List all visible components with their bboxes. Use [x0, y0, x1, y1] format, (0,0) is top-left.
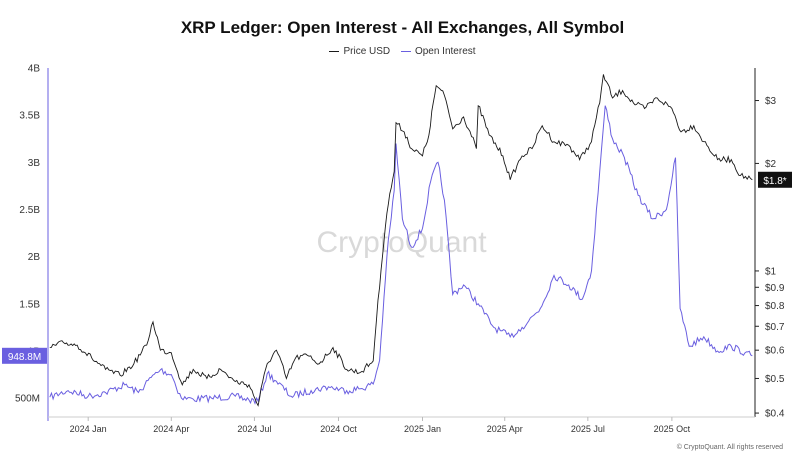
left-tick-label: 2B [28, 252, 41, 263]
current-price-label: $1.8* [763, 176, 786, 187]
right-tick-label: $0.6 [765, 346, 785, 357]
series-line-price [49, 74, 753, 407]
x-tick-label: 2025 Jul [571, 424, 605, 434]
right-tick-label: $3 [765, 96, 777, 107]
right-tick-label: $0.4 [765, 409, 785, 420]
copyright-notice: © CryptoQuant. All rights reserved [676, 444, 783, 451]
left-tick-label: 1.5B [19, 299, 40, 310]
current-open-interest-label: 948.8M [8, 352, 41, 363]
right-tick-label: $1 [765, 266, 777, 277]
current-price-tag [758, 171, 792, 188]
watermark: CryptoQuant [316, 226, 487, 259]
left-tick-label: 3.5B [19, 111, 40, 122]
legend-label-price: Price USD [343, 46, 391, 57]
legend-swatch-open-interest [400, 51, 411, 52]
x-tick-label: 2024 Jul [237, 424, 271, 434]
x-tick-label: 2025 Apr [487, 424, 523, 434]
chart-title: XRP Ledger: Open Interest - All Exchange… [180, 18, 625, 37]
left-tick-label: 3B [28, 158, 41, 169]
right-tick-label: $0.7 [765, 322, 785, 333]
x-tick-label: 2024 Jan [70, 424, 107, 434]
legend-swatch-price [329, 51, 340, 52]
legend: Price USD Open Interest [0, 44, 805, 57]
x-tick-label: 2025 Oct [654, 424, 691, 434]
left-tick-label: 4B [28, 64, 41, 75]
legend-item-open-interest[interactable]: Open Interest [400, 46, 476, 57]
right-tick-label: $0.9 [765, 283, 785, 294]
right-tick-label: $2 [765, 159, 777, 170]
left-tick-label: 2.5B [19, 205, 40, 216]
legend-label-open-interest: Open Interest [414, 46, 476, 57]
right-tick-label: $0.5 [765, 374, 785, 385]
x-tick-label: 2025 Jan [404, 424, 441, 434]
x-tick-label: 2024 Oct [320, 424, 357, 434]
x-tick-label: 2024 Apr [153, 424, 189, 434]
current-open-interest-tag [2, 347, 47, 364]
left-tick-label: 500M [15, 394, 40, 405]
right-tick-label: $0.8 [765, 301, 785, 312]
legend-item-price[interactable]: Price USD [329, 46, 390, 57]
series-line-open-interest [49, 105, 753, 405]
